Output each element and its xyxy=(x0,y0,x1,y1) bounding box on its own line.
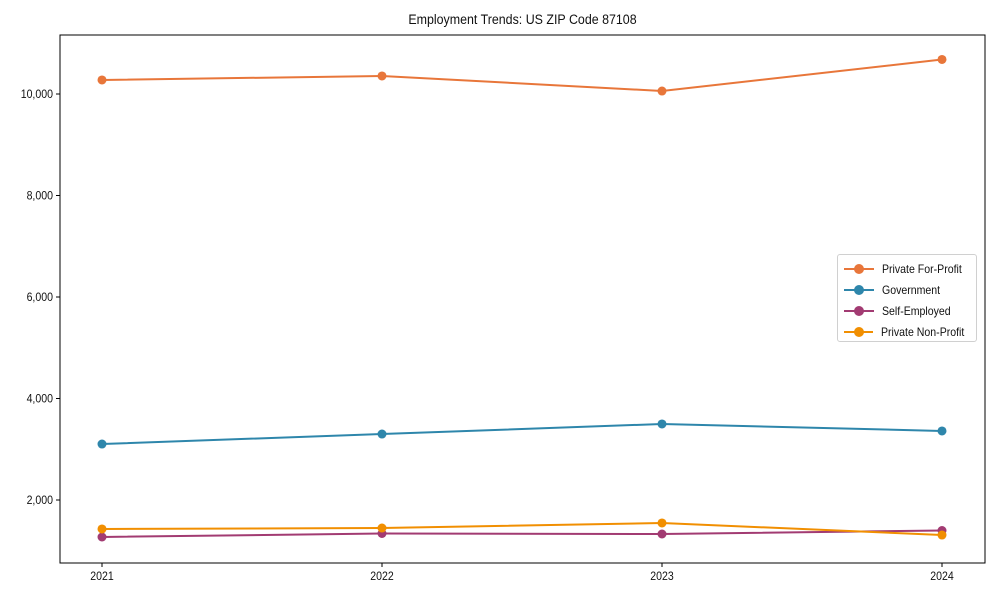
legend-marker-icon xyxy=(844,284,874,296)
legend-label: Private Non-Profit xyxy=(881,324,965,339)
data-point xyxy=(97,439,107,449)
legend-label: Private For-Profit xyxy=(882,261,962,276)
chart-title: Employment Trends: US ZIP Code 87108 xyxy=(408,12,637,27)
series-line xyxy=(101,521,943,537)
series-private-non-profit xyxy=(97,518,947,540)
x-tick-label: 2024 xyxy=(930,570,953,583)
data-point xyxy=(377,71,387,81)
data-point xyxy=(97,524,107,534)
legend-marker-icon xyxy=(844,326,874,338)
y-tick-label: 4,000 xyxy=(27,393,53,406)
x-tick-label: 2022 xyxy=(370,570,393,583)
series-line xyxy=(101,529,943,538)
legend-item: Self-Employed xyxy=(844,300,976,321)
data-point xyxy=(377,429,387,439)
legend-item: Private For-Profit xyxy=(844,258,976,279)
series-line xyxy=(101,422,943,446)
legend-label: Self-Employed xyxy=(882,303,951,318)
x-tick-label: 2023 xyxy=(650,570,673,583)
data-point xyxy=(377,523,387,533)
data-point xyxy=(657,529,667,539)
legend-item: Private Non-Profit xyxy=(844,321,976,342)
data-point xyxy=(937,426,947,436)
legend: Private For-Profit Government Self-Emplo… xyxy=(837,254,977,342)
data-point xyxy=(657,518,667,528)
data-point xyxy=(937,54,947,64)
axes-frame xyxy=(59,34,986,564)
series-line xyxy=(101,58,943,93)
y-tick-label: 8,000 xyxy=(27,190,53,203)
data-point xyxy=(657,419,667,429)
legend-label: Government xyxy=(882,282,941,297)
data-point xyxy=(97,75,107,85)
legend-marker-icon xyxy=(844,263,874,275)
data-point xyxy=(97,532,107,542)
legend-marker-icon xyxy=(844,305,874,317)
series-government xyxy=(97,419,947,449)
y-tick-label: 6,000 xyxy=(27,291,53,304)
legend-item: Government xyxy=(844,279,976,300)
data-point xyxy=(937,530,947,540)
series-private-for-profit xyxy=(97,54,947,96)
x-tick-label: 2021 xyxy=(90,570,113,583)
y-tick-label: 2,000 xyxy=(27,494,53,507)
y-tick-label: 10,000 xyxy=(21,88,53,101)
data-point xyxy=(657,86,667,96)
